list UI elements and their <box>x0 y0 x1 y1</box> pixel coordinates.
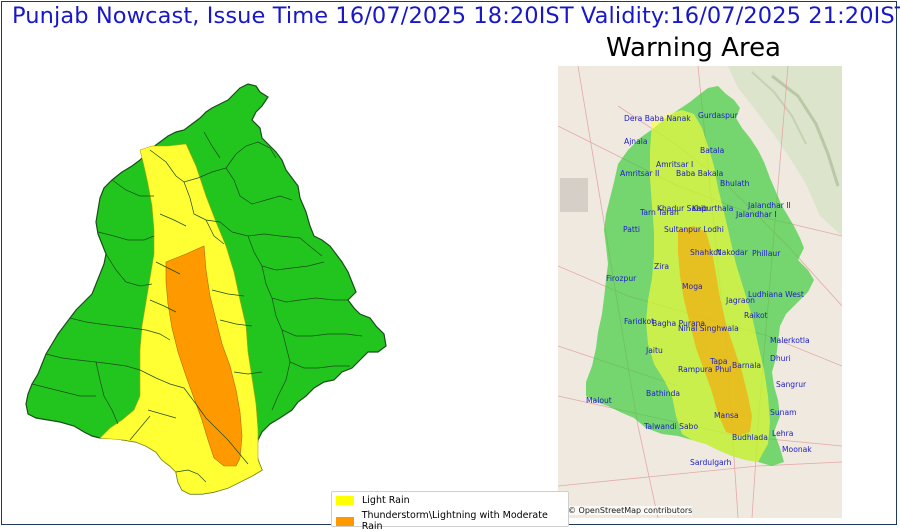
town-label: Budhlada <box>732 433 768 442</box>
town-label: Sangrur <box>776 380 807 389</box>
town-label: Phillaur <box>752 249 781 258</box>
town-label: Sunam <box>770 408 797 417</box>
town-label: Ajnala <box>624 137 648 146</box>
town-label: Shahkot <box>690 248 721 257</box>
district-boundaries <box>31 131 363 483</box>
town-label: Dhuri <box>770 354 791 363</box>
town-label: Nakodar <box>716 248 749 257</box>
town-label: Baba Bakala <box>676 169 723 178</box>
town-label: Bathinda <box>646 389 680 398</box>
town-label: Ludhiana West <box>748 290 804 299</box>
legend-label-moderate-rain: Thunderstorm\Lightning with Moderate Rai… <box>361 510 548 532</box>
town-label: Gurdaspur <box>698 111 739 120</box>
town-label: Rampura Phul <box>678 365 731 374</box>
town-label: Jalandhar II <box>747 201 791 210</box>
town-label: Malerkotla <box>770 336 810 345</box>
town-label: Batala <box>700 146 724 155</box>
town-label: Lehra <box>772 429 793 438</box>
town-label: Mansa <box>714 411 739 420</box>
town-label: Tapa <box>709 357 728 366</box>
map-legend: Light Rain Thunderstorm\Lightning with M… <box>331 491 569 532</box>
town-label: Moonak <box>782 445 812 454</box>
legend-item-moderate-rain: Thunderstorm\Lightning with Moderate Rai… <box>336 510 568 532</box>
town-label: Nihal Singhwala <box>678 324 739 333</box>
town-label: Jalandhar I <box>735 210 777 219</box>
town-label: Barnala <box>732 361 761 370</box>
legend-swatch-light-rain <box>336 496 354 505</box>
town-label: Patti <box>623 225 640 234</box>
moderate-rain-region <box>678 226 752 436</box>
town-label: Jagraon <box>725 296 755 305</box>
town-label: Malout <box>586 396 612 405</box>
urban-area <box>560 178 588 212</box>
town-label: Bhulath <box>720 179 750 188</box>
town-label: Bagha Purana <box>652 319 705 328</box>
town-label: Sultanpur Lodhi <box>664 225 724 234</box>
map-attribution: © OpenStreetMap contributors <box>568 506 693 515</box>
moderate-rain-region <box>165 245 243 467</box>
legend-swatch-moderate-rain <box>336 516 354 526</box>
nowcast-title: Punjab Nowcast, Issue Time 16/07/2025 18… <box>12 3 900 29</box>
town-label: Dera Baba Nanak <box>624 114 691 123</box>
town-label: Moga <box>682 282 703 291</box>
legend-label-light-rain: Light Rain <box>362 495 410 506</box>
warning-area-title: Warning Area <box>606 33 781 63</box>
town-label: Amritsar I <box>656 160 693 169</box>
town-label: Jaitu <box>645 346 663 355</box>
town-labels: Dera Baba Nanak Gurdaspur Ajnala Batala … <box>586 111 812 467</box>
town-label: Talwandi Sabo <box>643 422 698 431</box>
legend-item-light-rain: Light Rain <box>336 495 410 506</box>
town-label: Kapurthala <box>692 204 733 213</box>
town-label: Zira <box>654 262 669 271</box>
warning-area-basemap: Dera Baba Nanak Gurdaspur Ajnala Batala … <box>558 66 842 518</box>
terrain-hills <box>728 66 842 236</box>
town-label: Khadur Sahib <box>657 204 708 213</box>
town-label: Sardulgarh <box>690 458 732 467</box>
town-label: Tarn Taran <box>639 208 679 217</box>
town-label: Faridkot <box>624 317 654 326</box>
town-label: Firozpur <box>606 274 637 283</box>
town-label: Raikot <box>744 311 768 320</box>
town-label: Amritsar II <box>620 169 659 178</box>
